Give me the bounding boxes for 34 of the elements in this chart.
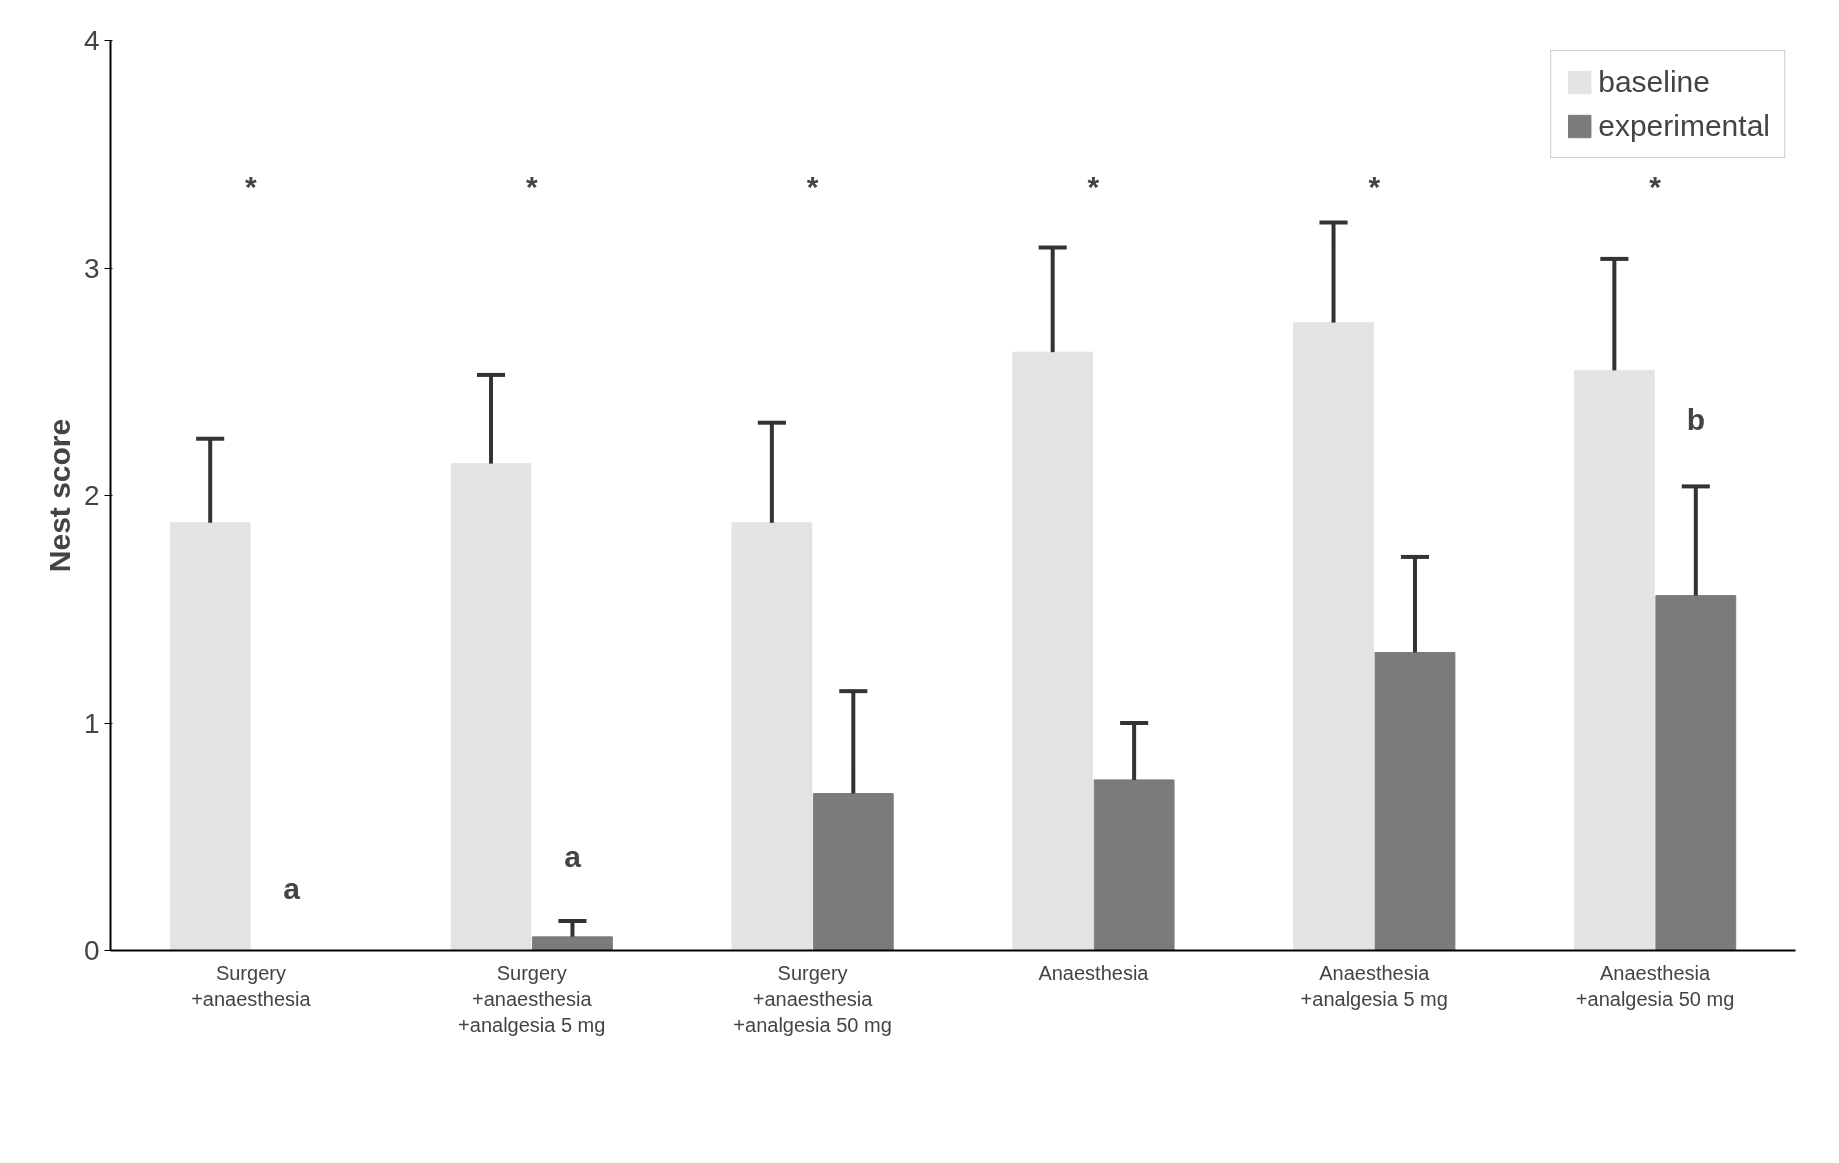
y-tick-label: 4	[83, 25, 100, 56]
bar	[1012, 351, 1094, 951]
annotation: a	[283, 872, 301, 905]
annotation: *	[806, 169, 819, 203]
annotation: b	[1686, 403, 1705, 437]
bar	[731, 522, 813, 951]
x-tick-label: Surgery +anaesthesia	[191, 961, 312, 1010]
annotation: *	[245, 169, 258, 203]
x-tick-label: Anaesthesia +analgesia 50 mg	[1575, 961, 1735, 1010]
x-tick-label: Anaesthesia	[1038, 961, 1150, 984]
y-tick-label: 1	[83, 707, 100, 739]
bar	[450, 463, 532, 951]
x-tick-label: Surgery +anaesthesia +analgesia 50 mg	[733, 961, 892, 1037]
y-axis-title: Nest score	[42, 418, 76, 573]
y-tick-label: 3	[83, 252, 100, 284]
annotation: a	[564, 840, 582, 874]
y-tick-label: 2	[83, 480, 100, 511]
x-tick-label: Surgery +anaesthesia +analgesia 5 mg	[458, 961, 606, 1037]
x-tick-label: Anaesthesia +analgesia 5 mg	[1300, 961, 1448, 1010]
legend-label: baseline	[1598, 65, 1710, 99]
y-tick-label: 0	[83, 935, 100, 966]
bar	[812, 793, 894, 951]
bar	[1293, 322, 1374, 951]
bar	[1655, 595, 1737, 951]
annotation: *	[1087, 169, 1100, 203]
annotation: *	[1649, 169, 1662, 203]
annotation: *	[525, 169, 538, 203]
bar	[1573, 369, 1655, 951]
legend-label: experimental	[1598, 109, 1770, 143]
bar	[169, 522, 251, 951]
annotation: *	[1368, 169, 1381, 203]
bar	[1093, 779, 1175, 951]
bar	[1374, 651, 1456, 951]
bar	[532, 936, 613, 951]
